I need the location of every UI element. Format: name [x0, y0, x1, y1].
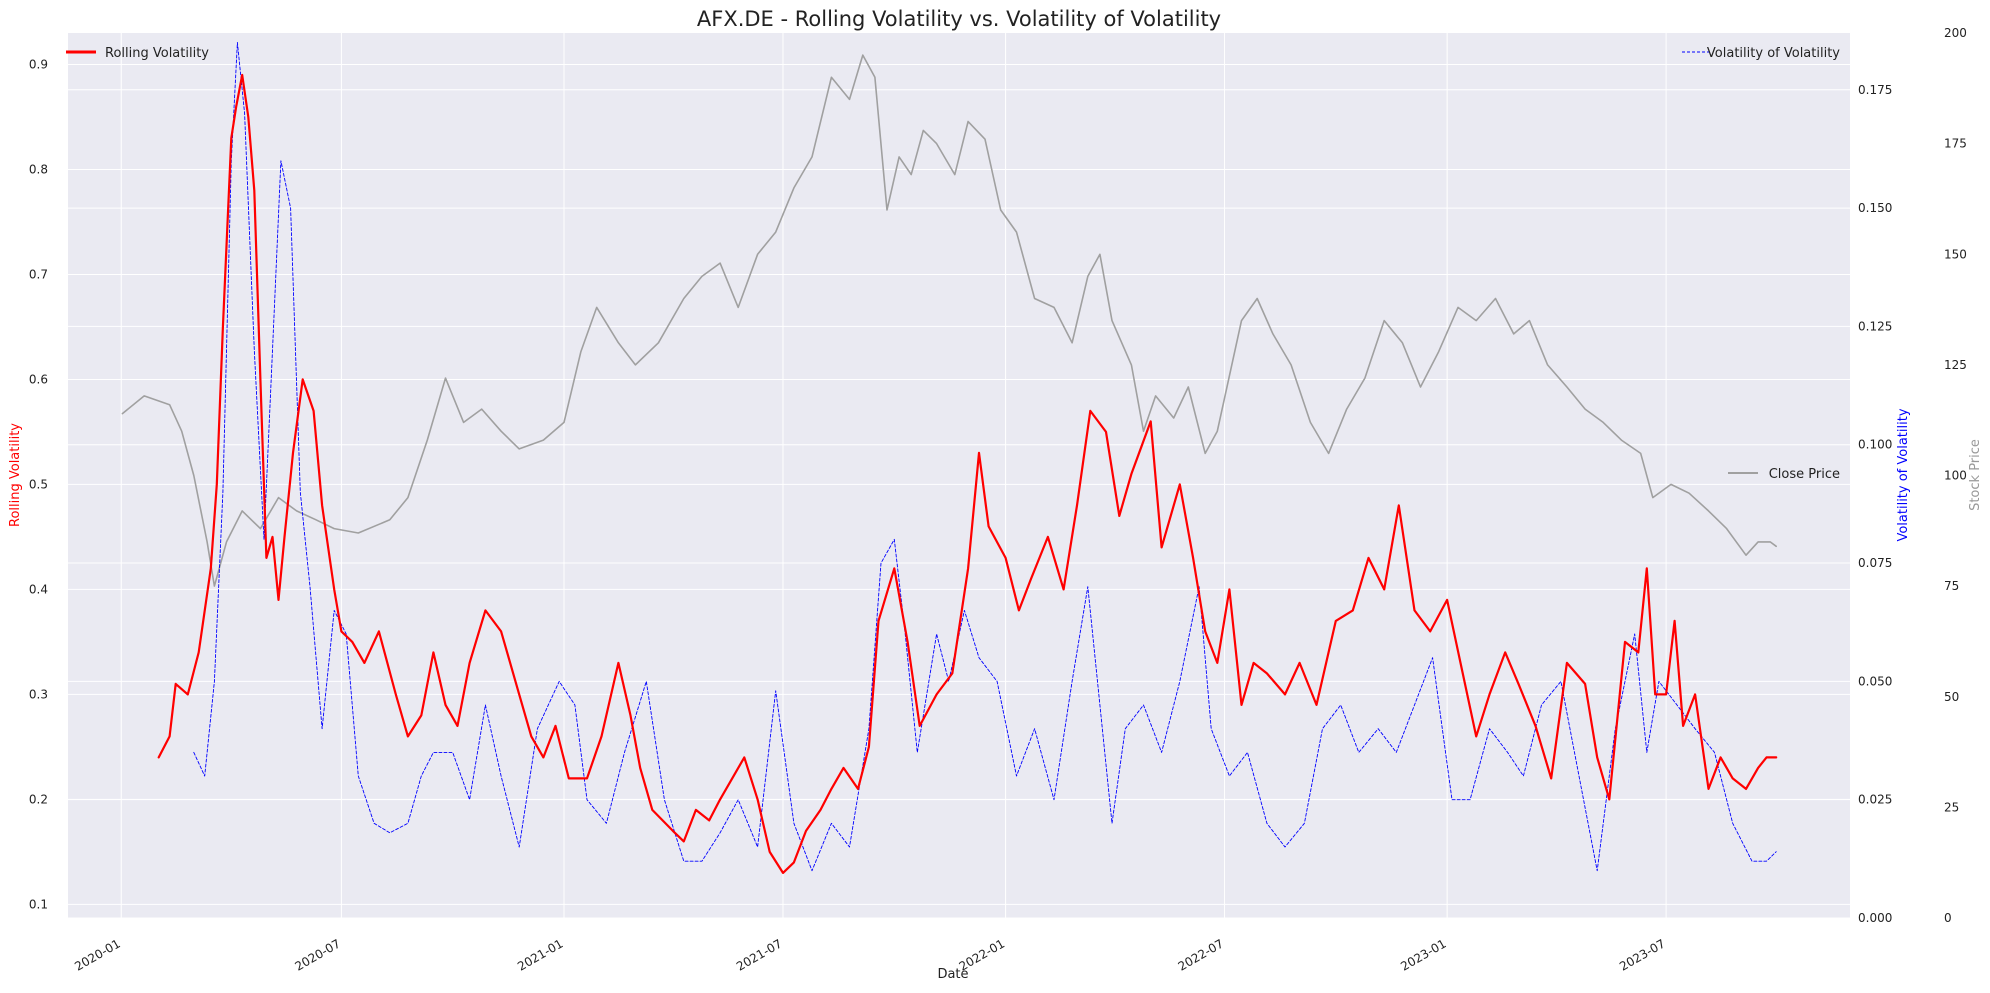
series-layer: [121, 42, 1778, 875]
y-right2-tick-label: 50: [1944, 690, 1959, 704]
y-right2-tick-label: 150: [1944, 247, 1967, 261]
plot-area: [68, 33, 1850, 918]
legend-volatility-of-volatility: Volatility of Volatility: [1682, 46, 1840, 61]
y-right1-tick-label: 0.175: [1858, 83, 1892, 97]
y-right1-tick-label: 0.050: [1858, 674, 1892, 688]
grid-layer: [68, 33, 1850, 919]
right-axis-label-volvol: Volatility of Volatility: [1896, 408, 1911, 541]
legend-volatility-of-volatility-label: Volatility of Volatility: [1707, 46, 1840, 61]
y-left-tick-label: 0.6: [29, 372, 48, 386]
y-right1-tick-label: 0.150: [1858, 201, 1892, 215]
y-right2-tick-label: 175: [1944, 137, 1967, 151]
y-right1-tick-label: 0.000: [1858, 911, 1892, 925]
left-axis-label: Rolling Volatility: [8, 423, 23, 527]
y-left-tick-label: 0.7: [29, 267, 48, 281]
y-left-tick-label: 0.8: [29, 162, 48, 176]
legend-rolling-volatility-label: Rolling Volatility: [105, 46, 209, 61]
y-left-tick-label: 0.9: [29, 57, 48, 71]
y-right1-tick-label: 0.125: [1858, 319, 1892, 333]
y-right2-tick-label: 125: [1944, 358, 1967, 372]
y-right2-tick-label: 100: [1944, 469, 1967, 483]
legend-rolling-volatility: Rolling Volatility: [66, 46, 209, 61]
legend-close-price-label: Close Price: [1769, 467, 1840, 482]
y-left-tick-label: 0.2: [29, 792, 48, 806]
x-axis-label: Date: [937, 967, 968, 982]
y-right2-tick-label: 0: [1944, 911, 1952, 925]
y-right2-tick-label: 75: [1944, 579, 1959, 593]
series-rolling-volatility: [157, 73, 1778, 875]
y-right1-tick-label: 0.025: [1858, 793, 1892, 807]
legend-close-price: Close Price: [1728, 467, 1840, 482]
y-right1-tick-label: 0.075: [1858, 556, 1892, 570]
series-volatility-of-volatility: [193, 42, 1777, 872]
y-left-tick-label: 0.4: [29, 582, 48, 596]
right-axis-label-price: Stock Price: [1968, 439, 1983, 511]
y-right1-tick-label: 0.100: [1858, 438, 1892, 452]
y-right2-tick-label: 200: [1944, 26, 1967, 40]
y-left-tick-label: 0.5: [29, 477, 48, 491]
y-right2-tick-label: 25: [1944, 800, 1959, 814]
series-close-price: [121, 54, 1777, 587]
y-left-tick-label: 0.1: [29, 897, 48, 911]
y-left-tick-label: 0.3: [29, 687, 48, 701]
chart-title: AFX.DE - Rolling Volatility vs. Volatili…: [697, 7, 1221, 31]
